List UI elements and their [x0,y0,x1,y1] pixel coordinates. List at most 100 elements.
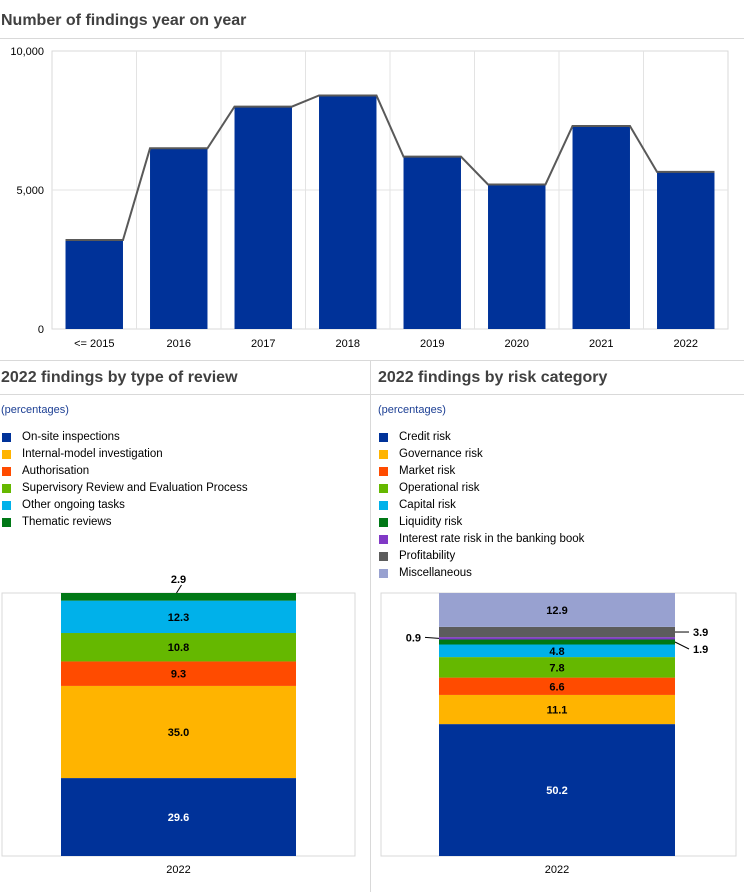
legend-item: Authorisation [0,463,248,480]
data-label: 29.6 [168,812,189,824]
legend-item: Internal-model investigation [0,446,248,463]
legend-label: Other ongoing tasks [22,499,125,511]
legend-label: Supervisory Review and Evaluation Proces… [22,482,248,494]
left-title-divider [0,394,370,395]
leader-line [176,584,182,594]
stack-segment [439,677,675,695]
stack-segment [439,724,675,856]
stack-segment [61,661,296,686]
data-label: 12.9 [546,605,567,617]
bar [488,184,546,329]
x-tick-label: 2017 [251,338,275,350]
data-label: 0.9 [406,632,421,644]
data-label: 10.8 [168,642,189,654]
legend-item: Thematic reviews [0,514,248,531]
legend-swatch [379,535,388,544]
stack-segment [439,694,675,725]
x-tick-label: 2020 [505,338,529,350]
left-stacked-chart: 29.6 35.0 9.3 10.8 12.3 2.9 2022 [1,574,356,876]
legend-item: Miscellaneous [377,565,584,582]
legend-swatch [379,501,388,510]
leader-line [674,641,690,650]
data-label: 50.2 [546,785,567,797]
legend-label: Authorisation [22,465,90,477]
data-label: 4.8 [549,646,564,658]
bar [572,126,630,329]
panel-divider [370,360,371,892]
legend-label: Liquidity risk [399,516,463,528]
leader-line [424,636,440,639]
left-legend: On-site inspections Internal-model invest… [0,429,248,531]
top-chart-title: Number of findings year on year [1,12,247,29]
legend-swatch [2,518,11,527]
y-tick-label: 5,000 [16,185,44,197]
legend-item: On-site inspections [0,429,248,446]
x-tick-label: 2019 [420,338,444,350]
legend-item: Supervisory Review and Evaluation Proces… [0,480,248,497]
legend-swatch [2,467,11,476]
data-label: 9.3 [171,669,186,681]
stack-segment [61,778,296,856]
legend-swatch [379,484,388,493]
legend-label: Profitability [399,550,456,562]
legend-label: Internal-model investigation [22,448,163,460]
stack-segment [439,593,675,627]
section-divider [0,360,744,361]
x-tick-label: 2022 [545,864,569,876]
legend-item: Market risk [377,463,584,480]
data-label: 35.0 [168,727,189,739]
x-tick-label: 2018 [336,338,360,350]
legend-swatch [2,433,11,442]
legend-swatch [379,450,388,459]
stack-segment [61,633,296,662]
bar [234,106,292,329]
bar [403,156,461,329]
stack-segment [439,626,675,638]
right-chart-subtitle: (percentages) [378,404,446,416]
top-divider [0,38,744,39]
legend-item: Profitability [377,548,584,565]
y-tick-label: 10,000 [10,46,44,58]
legend-label: On-site inspections [22,431,120,443]
legend-label: Miscellaneous [399,567,472,579]
data-label: 3.9 [693,627,708,639]
stack-segment [439,644,675,658]
stack-segment [439,657,675,678]
stack-segment [439,637,675,640]
stack-segment [439,639,675,645]
legend-swatch [2,501,11,510]
legend-label: Interest rate risk in the banking book [399,533,585,545]
data-label: 7.8 [549,662,564,674]
legend-item: Operational risk [377,480,584,497]
x-tick-label: <= 2015 [74,338,114,350]
legend-swatch [379,433,388,442]
data-label: 12.3 [168,612,189,624]
stack-segment [61,685,296,779]
legend-swatch [379,569,388,578]
data-label: 11.1 [547,705,568,717]
data-label: 2.9 [171,574,186,586]
x-tick-label: 2016 [167,338,191,350]
legend-item: Interest rate risk in the banking book [377,531,584,548]
legend-label: Market risk [399,465,456,477]
legend-item: Liquidity risk [377,514,584,531]
legend-label: Capital risk [399,499,456,511]
trend-line [65,94,715,242]
legend-item: Governance risk [377,446,584,463]
legend-label: Governance risk [399,448,483,460]
x-tick-label: 2022 [166,864,190,876]
legend-label: Thematic reviews [22,516,112,528]
stack-segment [61,593,296,601]
legend-swatch [379,518,388,527]
left-chart-subtitle: (percentages) [1,404,69,416]
legend-item: Other ongoing tasks [0,497,248,514]
legend-swatch [379,467,388,476]
y-tick-label: 0 [38,324,44,336]
top-bar-chart: 0 5,000 10,000 <= 2015 2016 2017 2018 2019 2020 2… [10,46,729,350]
data-label: 1.9 [693,644,708,656]
stack-segment [61,600,296,634]
legend-label: Operational risk [399,482,480,494]
x-tick-label: 2022 [674,338,698,350]
right-chart-title: 2022 findings by risk category [378,369,608,386]
legend-item: Capital risk [377,497,584,514]
